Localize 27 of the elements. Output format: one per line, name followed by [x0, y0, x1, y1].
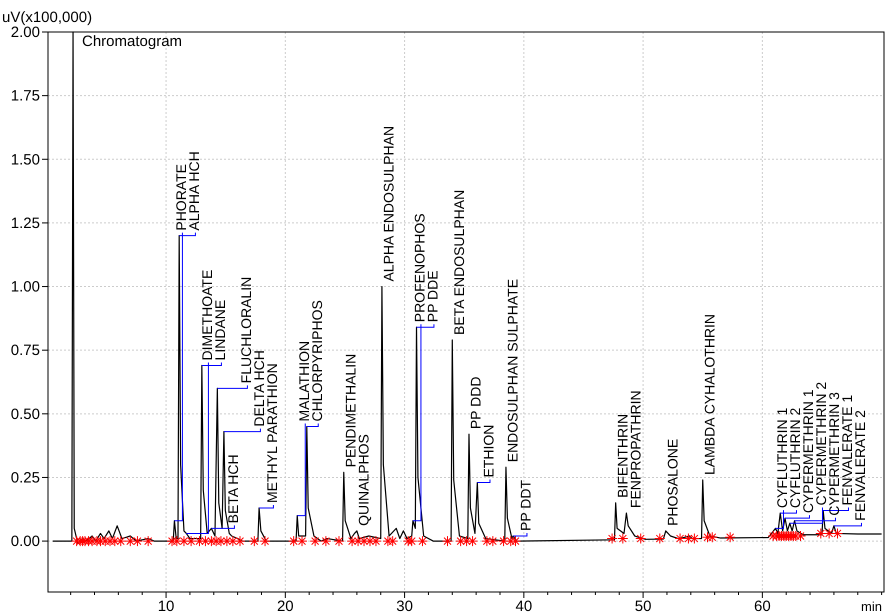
- y-tick-label: 0.00: [10, 533, 40, 550]
- annotation: PENDIMETHALIN: [342, 354, 358, 468]
- y-tick-label: 0.25: [10, 469, 40, 486]
- annotation: BETA ENDOSULPHAN: [450, 190, 467, 335]
- y-tick-label: 1.00: [10, 278, 40, 296]
- x-tick-label: 50: [634, 598, 652, 612]
- x-tick-label: 10: [158, 598, 174, 612]
- annotation: PHOSALONE: [664, 438, 680, 526]
- annotation: BETA HCH: [225, 454, 242, 524]
- x-tick-label: 30: [396, 598, 413, 612]
- x-axis-title: min: [861, 599, 882, 612]
- y-tick-label: 1.25: [10, 214, 40, 232]
- x-tick-label: 20: [276, 598, 294, 612]
- y-tick-label: 0.50: [10, 406, 40, 423]
- annotation: QUINALPHOS: [356, 434, 372, 526]
- x-tick-label: 60: [754, 598, 771, 612]
- y-tick-label: 0.75: [10, 342, 40, 360]
- annotation: ALPHA ENDOSULPHAN: [380, 126, 397, 282]
- y-tick-label: 1.75: [10, 88, 40, 105]
- y-tick-label: 1.50: [10, 151, 40, 168]
- y-axis-title: uV(x100,000): [2, 8, 92, 26]
- x-tick-label: 40: [515, 598, 532, 612]
- annotation: ENDOSULPHAN SULPHATE: [504, 278, 521, 462]
- y-tick-label: 2.00: [10, 24, 40, 41]
- annotation: LAMBDA CYHALOTHRIN: [701, 314, 718, 475]
- chart-title: Chromatogram: [82, 32, 182, 50]
- annotation: PP DDT: [518, 479, 534, 531]
